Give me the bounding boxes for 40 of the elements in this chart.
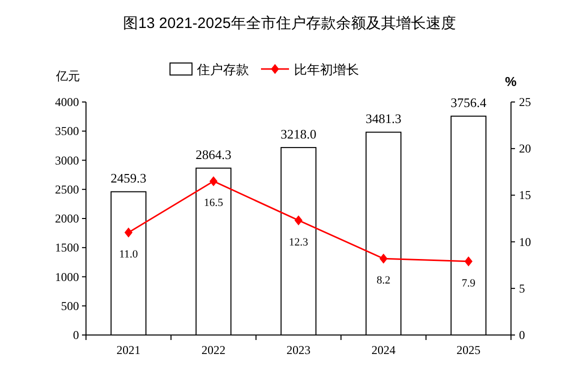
y-tick-label: 1500 bbox=[55, 240, 79, 255]
y2-tick-label: 0 bbox=[519, 328, 525, 342]
data-label: 3756.4 bbox=[450, 95, 487, 110]
y2-tick-label: 5 bbox=[519, 281, 525, 296]
y-tick-label: 4000 bbox=[55, 95, 79, 109]
data-label: 7.9 bbox=[462, 277, 476, 290]
y2-axis-title: % bbox=[505, 74, 517, 89]
y-tick-label: 2500 bbox=[55, 182, 79, 196]
x-tick-label: 2025 bbox=[456, 343, 480, 357]
y-tick-label: 3500 bbox=[55, 124, 79, 138]
data-label: 2864.3 bbox=[196, 147, 232, 162]
data-label: 11.0 bbox=[119, 248, 138, 260]
data-label: 3481.3 bbox=[366, 111, 402, 126]
y-tick-label: 0 bbox=[73, 328, 79, 342]
point bbox=[294, 215, 302, 226]
x-tick-label: 2022 bbox=[202, 343, 226, 357]
y2-tick-label: 15 bbox=[519, 188, 531, 202]
data-label: 2459.3 bbox=[110, 170, 146, 186]
data-label: 12.3 bbox=[288, 236, 309, 248]
y-tick-label: 1000 bbox=[55, 270, 79, 284]
y2-tick-label: 20 bbox=[519, 142, 531, 156]
y2-tick-label: 25 bbox=[519, 95, 531, 109]
point bbox=[464, 256, 472, 266]
legend-label: 比年初增长 bbox=[294, 62, 359, 77]
x-tick-label: 2023 bbox=[286, 343, 310, 357]
x-tick-label: 2021 bbox=[116, 343, 140, 357]
data-label: 3218.0 bbox=[280, 126, 316, 142]
point bbox=[210, 176, 218, 186]
chart-title: 图13 2021-2025年全市住户存款余额及其增长速度 bbox=[123, 15, 456, 32]
x-tick-label: 2024 bbox=[372, 343, 396, 357]
y-tick-label: 500 bbox=[61, 298, 79, 313]
point bbox=[380, 254, 388, 264]
y-axis-title: 亿元 bbox=[55, 69, 80, 83]
legend-label: 住户存款 bbox=[196, 62, 249, 77]
data-label: 8.2 bbox=[376, 274, 390, 287]
y-tick-label: 2000 bbox=[55, 212, 79, 226]
y-tick-label: 3000 bbox=[55, 153, 79, 168]
data-label: 16.5 bbox=[204, 197, 224, 210]
y2-tick-label: 10 bbox=[519, 234, 531, 249]
point bbox=[124, 227, 132, 238]
